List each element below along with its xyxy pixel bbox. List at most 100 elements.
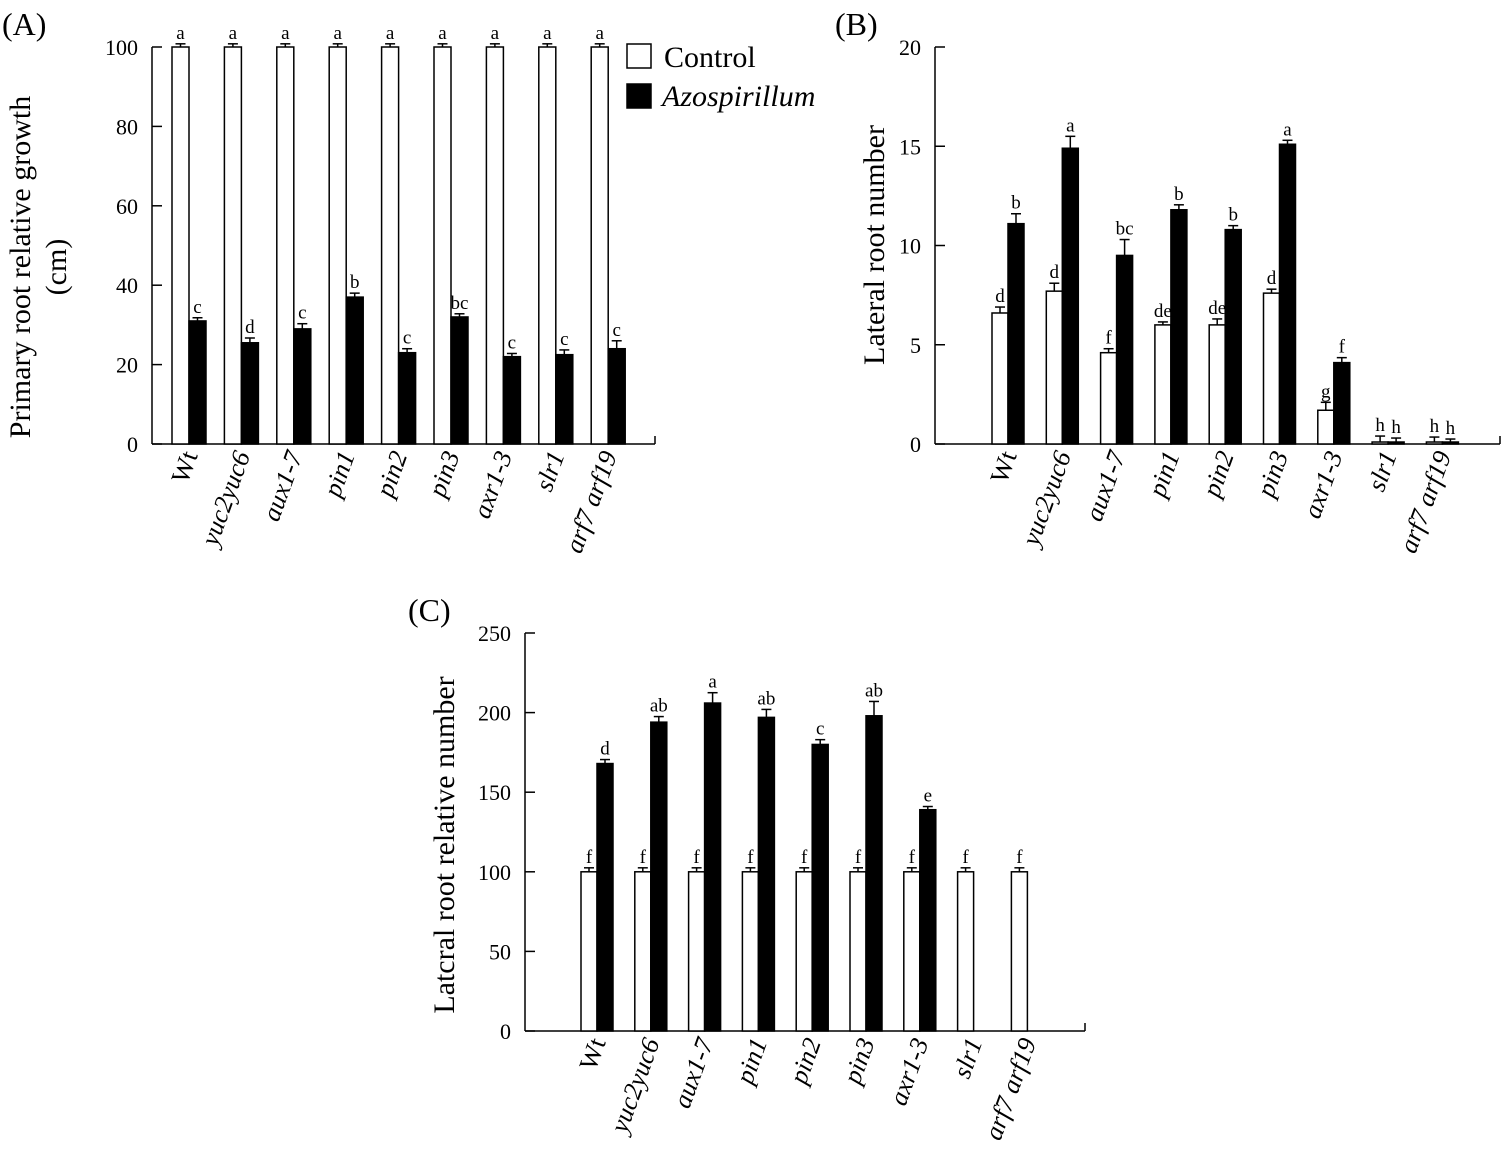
bar-azospirillum bbox=[1061, 147, 1080, 445]
bar-control bbox=[1045, 290, 1064, 445]
bar-control bbox=[1099, 351, 1118, 445]
bar-control bbox=[380, 46, 400, 445]
significance-letter: ab bbox=[650, 696, 668, 717]
significance-letter: h bbox=[1375, 415, 1385, 436]
bar-azospirillum bbox=[1387, 441, 1405, 445]
bar-azospirillum bbox=[919, 808, 937, 1032]
y-tick-label: 40 bbox=[116, 273, 138, 298]
panel-label: (A) bbox=[2, 6, 46, 42]
x-tick-label: arf7 arf19 bbox=[559, 447, 623, 557]
panel-label: (C) bbox=[408, 592, 451, 628]
significance-letter: c bbox=[816, 719, 824, 740]
x-tick-label: pin1 bbox=[1142, 447, 1186, 502]
bar-control bbox=[223, 46, 243, 445]
legend: Control Azospirillum bbox=[626, 41, 815, 113]
significance-letter: a bbox=[595, 23, 604, 44]
y-tick-label: 20 bbox=[899, 35, 921, 60]
bar-control bbox=[1317, 409, 1335, 445]
bar-azospirillum bbox=[1441, 441, 1460, 445]
significance-letter: c bbox=[612, 320, 620, 341]
significance-letter: c bbox=[403, 328, 411, 349]
y-tick-label: 0 bbox=[500, 1019, 511, 1044]
bar-control bbox=[741, 871, 760, 1032]
bar-control bbox=[590, 46, 609, 445]
bar-control bbox=[1154, 324, 1172, 445]
panel-b: (B) 0 5 10 15 20 Lateral root number d b Wt d a yuc2… bbox=[835, 6, 1501, 557]
significance-letter: g bbox=[1321, 381, 1331, 402]
x-tick-label: pin3 bbox=[422, 447, 466, 502]
y-tick-label: 0 bbox=[127, 432, 138, 457]
significance-letter: de bbox=[1208, 298, 1226, 319]
significance-letter: c bbox=[298, 303, 306, 324]
y-tick-label: 5 bbox=[910, 333, 921, 358]
significance-letter: f bbox=[693, 847, 700, 868]
bar-azospirillum bbox=[865, 715, 883, 1032]
significance-letter: a bbox=[386, 23, 395, 44]
x-tick-label: aux1-7 bbox=[1079, 446, 1131, 525]
bar-azospirillum bbox=[1333, 361, 1351, 445]
panel-c: (C) 0 50 100 150 200 250 Latcral root relative … bbox=[408, 592, 1086, 1144]
bar-azospirillum bbox=[450, 316, 469, 445]
y-axis-label: Lateral root number bbox=[858, 125, 891, 365]
y-tick-label: 100 bbox=[105, 35, 138, 60]
bar-control bbox=[276, 46, 295, 445]
significance-letter: a bbox=[281, 23, 290, 44]
significance-letter: bc bbox=[451, 293, 469, 314]
x-tick-label: pin3 bbox=[1250, 447, 1294, 502]
significance-letter: f bbox=[586, 847, 593, 868]
bar-azospirillum bbox=[757, 716, 776, 1032]
significance-letter: d bbox=[245, 317, 255, 338]
significance-letter: b bbox=[350, 272, 360, 293]
significance-letter: f bbox=[962, 847, 969, 868]
significance-letter: bc bbox=[1116, 219, 1134, 240]
significance-letter: f bbox=[855, 847, 862, 868]
significance-letter: d bbox=[1267, 268, 1277, 289]
bar-azospirillum bbox=[555, 353, 574, 445]
significance-letter: a bbox=[176, 23, 185, 44]
bar-azospirillum bbox=[596, 762, 614, 1032]
bar-azospirillum bbox=[1115, 254, 1134, 445]
x-tick-label: axr1-3 bbox=[883, 1034, 934, 1109]
bar-control bbox=[687, 871, 706, 1032]
bar-control bbox=[171, 46, 190, 445]
bar-azospirillum bbox=[1170, 209, 1188, 445]
significance-letter: b bbox=[1174, 184, 1184, 205]
bar-azospirillum bbox=[502, 355, 522, 445]
bar-azospirillum bbox=[240, 342, 260, 445]
legend-azospirillum-swatch bbox=[626, 83, 652, 109]
bar-azospirillum bbox=[607, 347, 626, 445]
y-tick-label: 150 bbox=[478, 780, 511, 805]
bar-control bbox=[1262, 292, 1281, 445]
bar-azospirillum bbox=[188, 320, 207, 445]
y-tick-label: 200 bbox=[478, 701, 511, 726]
significance-letter: h bbox=[1430, 416, 1440, 437]
bar-azospirillum bbox=[397, 351, 417, 445]
significance-letter: a bbox=[438, 23, 447, 44]
x-tick-label: axr1-3 bbox=[1297, 447, 1348, 522]
y-tick-label: 15 bbox=[899, 134, 921, 159]
y-axis-label: Latcral root relative number bbox=[428, 676, 461, 1013]
significance-letter: ab bbox=[757, 688, 775, 709]
bar-control bbox=[1425, 441, 1444, 445]
y-axis-label: Primary root relative growth bbox=[4, 96, 37, 438]
x-tick-label: yuc2yuc6 bbox=[1015, 447, 1077, 552]
bar-azospirillum bbox=[1224, 228, 1242, 445]
bar-azospirillum bbox=[1278, 143, 1297, 445]
legend-azospirillum-label: Azospirillum bbox=[660, 80, 815, 113]
x-tick-label: aux1-7 bbox=[256, 446, 308, 525]
bar-control bbox=[956, 871, 975, 1032]
y-tick-label: 80 bbox=[116, 114, 138, 139]
significance-letter: f bbox=[1016, 847, 1023, 868]
significance-letter: a bbox=[543, 23, 552, 44]
significance-letter: d bbox=[1050, 262, 1060, 283]
significance-letter: c bbox=[560, 329, 568, 350]
x-tick-label: axr1-3 bbox=[467, 447, 518, 522]
bar-control bbox=[1208, 324, 1226, 445]
significance-letter: b bbox=[1228, 205, 1238, 226]
legend-control-swatch bbox=[626, 43, 652, 69]
y-tick-label: 0 bbox=[910, 432, 921, 457]
significance-letter: f bbox=[1105, 328, 1112, 349]
significance-letter: d bbox=[600, 739, 610, 760]
panel-a: (A) 0 20 40 60 80 100 Primary root relative gro… bbox=[2, 6, 656, 557]
